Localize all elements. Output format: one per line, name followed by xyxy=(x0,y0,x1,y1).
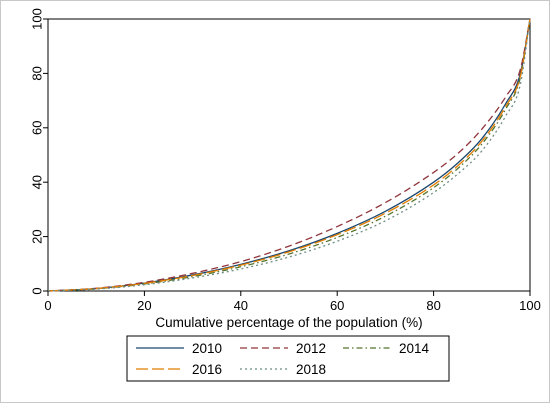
legend-layer: 2010 2012 2014 2016 2018 xyxy=(136,341,430,377)
series-line-2016 xyxy=(47,18,531,292)
legend-box xyxy=(126,335,450,382)
x-tick-label-60: 60 xyxy=(330,298,344,313)
x-tick-label-0: 0 xyxy=(44,298,51,313)
legend-label-2016: 2016 xyxy=(192,362,222,377)
series-layer xyxy=(47,18,531,292)
x-tick-label-80: 80 xyxy=(426,298,440,313)
legend-label-2010: 2010 xyxy=(192,341,222,356)
legend-label-2012: 2012 xyxy=(296,341,326,356)
legend-label-2018: 2018 xyxy=(296,362,326,377)
y-tick-label-20: 20 xyxy=(30,229,45,243)
series-line-2012 xyxy=(47,18,531,292)
legend-label-2014: 2014 xyxy=(399,341,430,356)
x-axis-title: Cumulative percentage of the population … xyxy=(155,315,422,330)
x-tick-label-20: 20 xyxy=(137,298,151,313)
y-tick-label-100: 100 xyxy=(30,8,45,30)
y-tick-label-0: 0 xyxy=(30,287,45,294)
axes-layer: 0 20 40 60 80 100 0 20 40 60 80 100 xyxy=(30,8,541,313)
y-tick-label-40: 40 xyxy=(30,175,45,189)
y-tick-label-80: 80 xyxy=(30,66,45,80)
y-tick-label-60: 60 xyxy=(30,121,45,135)
x-tick-label-40: 40 xyxy=(234,298,248,313)
series-line-2018 xyxy=(47,18,531,292)
x-tick-label-100: 100 xyxy=(519,298,541,313)
